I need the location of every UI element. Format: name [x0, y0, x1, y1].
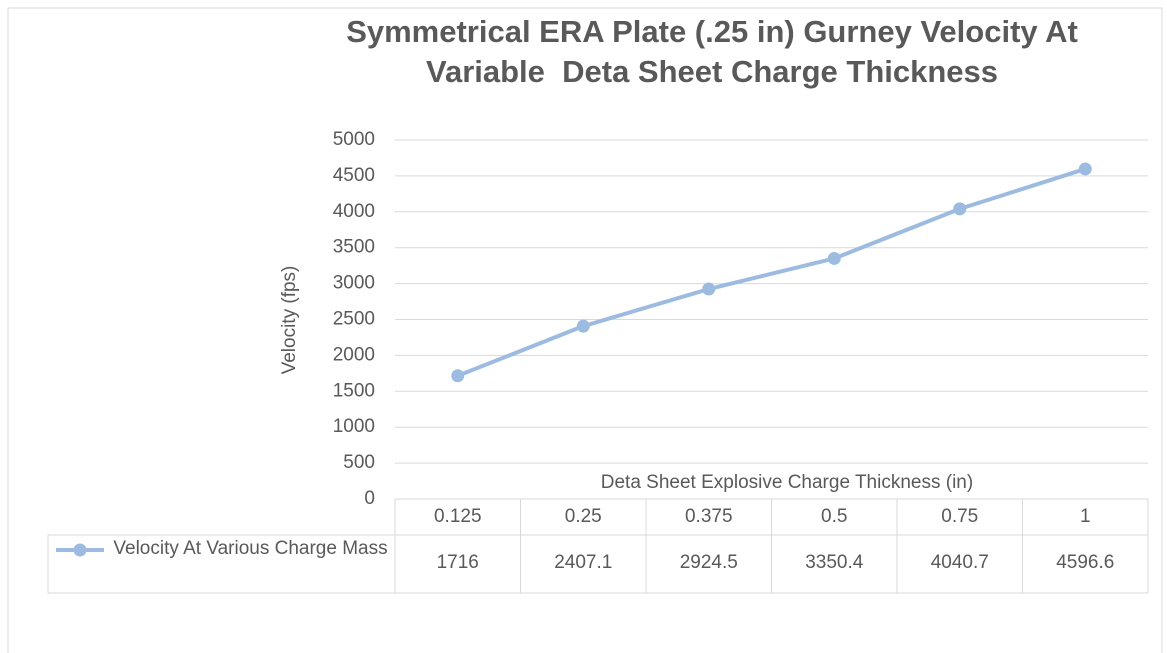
- y-tick-label: 4000: [333, 201, 375, 222]
- chart-border: [7, 7, 1163, 653]
- y-tick-label: 3500: [333, 237, 375, 258]
- data-point: [953, 202, 967, 216]
- data-point: [827, 251, 841, 265]
- y-tick-label: 3000: [333, 273, 375, 294]
- y-tick-label: 500: [343, 452, 375, 473]
- legend-marker: [73, 543, 87, 557]
- data-point: [702, 282, 716, 296]
- data-point: [576, 319, 590, 333]
- legend-item: Velocity At Various Charge Mass: [113, 538, 388, 559]
- series-line: [457, 167, 1086, 378]
- y-tick-label: 5000: [333, 129, 375, 150]
- table-value: 2924.5: [680, 552, 738, 573]
- y-axis-label: Velocity (fps): [279, 266, 300, 375]
- y-tick-label: 1500: [333, 380, 375, 401]
- table-value: 4040.7: [931, 552, 989, 573]
- table-value: 4596.6: [1056, 552, 1114, 573]
- data-point: [451, 369, 465, 383]
- table-value: 2407.1: [554, 552, 612, 573]
- x-tick-label: 0.375: [685, 506, 733, 527]
- y-tick-label: 1000: [333, 416, 375, 437]
- table-value: 3350.4: [805, 552, 864, 573]
- data-point: [1078, 162, 1092, 176]
- x-tick-label: 0.5: [821, 506, 847, 527]
- chart-title: Symmetrical ERA Plate (.25 in) Gurney Ve…: [346, 14, 1078, 89]
- y-tick-label: 0: [364, 488, 375, 509]
- legend-label: Velocity At Various Charge Mass: [113, 538, 388, 559]
- y-tick-label: 4500: [333, 165, 375, 186]
- x-tick-label: 1: [1080, 506, 1091, 527]
- x-tick-label: 0.125: [434, 506, 482, 527]
- x-tick-label: 0.75: [941, 506, 978, 527]
- x-axis-label: Deta Sheet Explosive Charge Thickness (i…: [601, 472, 973, 493]
- x-tick-label: 0.25: [565, 506, 602, 527]
- table-value: 1716: [437, 552, 479, 573]
- y-tick-label: 2000: [333, 344, 375, 365]
- y-tick-label: 2500: [333, 309, 375, 330]
